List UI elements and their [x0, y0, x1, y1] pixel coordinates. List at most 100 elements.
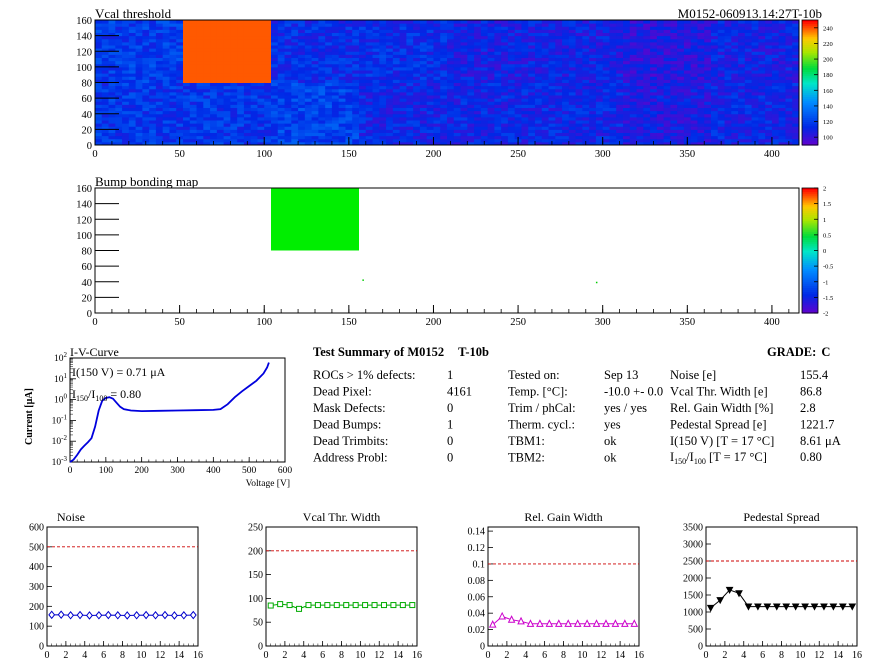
heat-cell	[595, 38, 604, 43]
heat-cell	[595, 79, 604, 83]
heat-cell	[690, 38, 698, 43]
heat-cell	[521, 113, 529, 118]
heat-cell	[142, 29, 150, 33]
heat-cell	[419, 57, 428, 62]
heat-cell	[609, 41, 617, 46]
heat-cell	[528, 123, 536, 127]
heat-cell	[650, 107, 658, 112]
heat-cell	[480, 38, 489, 43]
heat-cell	[135, 82, 143, 87]
heat-cell	[406, 135, 414, 140]
heat-cell	[196, 70, 204, 74]
heat-cell	[122, 101, 130, 105]
heat-cell	[331, 54, 340, 58]
heat-cell	[365, 107, 374, 112]
heat-cell	[595, 32, 604, 37]
heat-cell	[331, 38, 340, 43]
heat-cell	[216, 101, 225, 105]
heat-cell	[155, 54, 164, 58]
heat-cell	[162, 76, 170, 80]
heat-cell	[541, 54, 550, 58]
heat-cell	[277, 70, 286, 74]
heat-cell	[683, 132, 692, 137]
heat-cell	[284, 73, 292, 77]
heat-cell	[311, 135, 319, 140]
heat-cell	[677, 48, 685, 52]
heat-cell	[189, 41, 198, 46]
heat-cell	[541, 88, 550, 93]
heat-cell	[372, 141, 380, 146]
heat-cell	[582, 66, 590, 71]
heat-cell	[494, 95, 502, 99]
heat-cell	[311, 82, 319, 87]
trend-title: Vcal Thr. Width	[303, 510, 380, 524]
heat-cell	[771, 48, 780, 52]
heat-cell	[616, 41, 624, 46]
heat-cell	[467, 26, 475, 30]
heat-cell	[271, 141, 279, 146]
heat-cell	[318, 79, 326, 83]
heat-cell	[108, 20, 116, 24]
heat-cell	[460, 38, 468, 43]
heat-cell	[331, 76, 340, 80]
heat-cell	[331, 32, 340, 37]
heat-cell	[264, 101, 272, 105]
heat-cell	[683, 38, 692, 43]
heat-cell	[521, 88, 529, 93]
heat-cell	[778, 51, 786, 55]
heat-cell	[372, 29, 380, 33]
heat-cell	[318, 66, 326, 71]
heat-cell	[643, 54, 651, 58]
heat-cell	[582, 98, 590, 102]
heat-cell	[365, 60, 374, 65]
heat-cell	[480, 123, 489, 127]
heat-cell	[149, 70, 157, 74]
heat-cell	[650, 126, 658, 130]
heat-cell	[399, 141, 407, 146]
heat-cell	[331, 129, 340, 133]
heat-cell	[663, 38, 671, 43]
heat-cell	[555, 32, 563, 37]
heat-cell	[697, 20, 705, 24]
heat-cell	[386, 29, 394, 33]
heat-cell	[155, 60, 164, 65]
heat-cell	[582, 82, 590, 87]
heat-cell	[440, 57, 448, 62]
heat-cell	[237, 110, 245, 115]
heat-cell	[616, 98, 624, 102]
heat-cell	[237, 20, 245, 24]
heat-cell	[115, 23, 123, 27]
heat-cell	[528, 60, 536, 65]
heat-cell	[541, 73, 550, 77]
heat-cell	[562, 48, 570, 52]
heat-cell	[677, 85, 685, 90]
heat-cell	[758, 98, 766, 102]
heat-cell	[128, 116, 137, 121]
heat-cell	[101, 85, 110, 90]
heat-cell	[331, 88, 340, 93]
heat-cell	[487, 45, 495, 49]
heat-cell	[325, 101, 333, 105]
trend-x-tick-label: 10	[577, 650, 587, 661]
heat-cell	[304, 38, 313, 43]
iv-x-tick-label: 500	[242, 466, 257, 476]
heat-cell	[176, 82, 184, 87]
heat-cell	[501, 35, 509, 40]
heat-cell	[95, 113, 103, 118]
colorbar-tick-label: 220	[823, 41, 833, 48]
heat-cell	[562, 82, 570, 87]
heat-cell	[663, 73, 671, 77]
heat-cell	[304, 66, 313, 71]
heat-cell	[318, 35, 326, 40]
heat-cell	[271, 66, 279, 71]
heat-cell	[683, 54, 692, 58]
heat-cell	[724, 48, 732, 52]
heat-cell	[406, 101, 414, 105]
heat-cell	[548, 120, 556, 124]
heat-cell	[589, 23, 597, 27]
heat-cell	[744, 70, 753, 74]
heat-cell	[338, 85, 346, 90]
heat-cell	[474, 57, 482, 62]
heat-cell	[243, 123, 252, 127]
heat-cell	[731, 116, 739, 121]
